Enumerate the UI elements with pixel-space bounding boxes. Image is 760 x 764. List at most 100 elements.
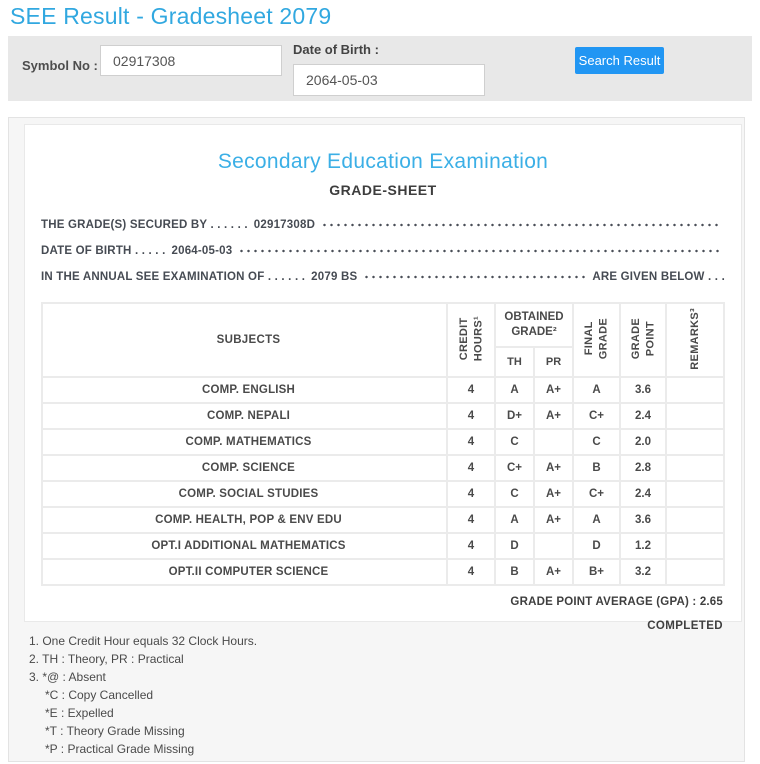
exam-of-label: IN THE ANNUAL SEE EXAMINATION OF . . . .… [41,271,306,283]
remarks-cell [667,378,723,402]
dot-leader [238,238,719,264]
dob-sheet-label: DATE OF BIRTH . . . . . [41,245,166,257]
gradesheet-title: GRADE-SHEET [329,182,437,198]
dob-input[interactable] [293,64,485,96]
th-grade-cell: C [496,430,533,454]
remarks-cell [667,534,723,558]
remarks-cell [667,430,723,454]
th-grade-cell: A [496,378,533,402]
dob-line: DATE OF BIRTH . . . . . 2064-05-03 [41,238,725,264]
credit-cell: 4 [448,378,494,402]
footnote-item: 3. *@ : Absent [29,670,106,684]
footnote-subitem: *P : Practical Grade Missing [45,742,195,756]
grade-point-cell: 3.2 [621,560,665,584]
subject-cell: COMP. NEPALI [43,404,446,428]
exam-year-value: 2079 BS [311,271,358,283]
final-grade-cell: D [574,534,619,558]
symbol-no-label: Symbol No : [22,58,98,73]
search-form-panel: Symbol No : Date of Birth : Search Resul… [8,36,752,101]
grade-point-cell: 2.4 [621,482,665,506]
remarks-cell [667,482,723,506]
final-grade-cell: A [574,378,619,402]
search-result-button[interactable]: Search Result [575,47,664,74]
secured-by-line: THE GRADE(S) SECURED BY . . . . . . 0291… [41,212,725,238]
dot-leader [363,264,587,290]
subject-cell: COMP. SOCIAL STUDIES [43,482,446,506]
subject-cell: COMP. ENGLISH [43,378,446,402]
final-grade-cell: C+ [574,482,619,506]
th-grade-cell: D+ [496,404,533,428]
pr-grade-cell [535,534,572,558]
pr-grade-cell: A+ [535,508,572,532]
footnote-subitem: *E : Expelled [45,706,114,720]
credit-cell: 4 [448,482,494,506]
table-row: COMP. NEPALI 4 D+ A+ C+ 2.4 [43,404,723,428]
pr-grade-cell: A+ [535,560,572,584]
table-row: COMP. ENGLISH 4 A A+ A 3.6 [43,378,723,402]
pr-grade-cell: A+ [535,404,572,428]
symbol-value: 02917308D [253,219,316,231]
final-grade-cell: A [574,508,619,532]
final-grade-cell: C+ [574,404,619,428]
credit-cell: 4 [448,560,494,584]
info-lines: THE GRADE(S) SECURED BY . . . . . . 0291… [41,212,725,290]
footnotes: 1. One Credit Hour equals 32 Clock Hours… [29,632,257,758]
exam-of-suffix: ARE GIVEN BELOW . . . [592,271,725,283]
final-grade-cell: C [574,430,619,454]
col-header-subjects: SUBJECTS [43,304,446,376]
remarks-cell [667,560,723,584]
final-grade-cell: B [574,456,619,480]
status-completed: COMPLETED [647,620,723,632]
footnote-subitem: *C : Copy Cancelled [45,688,154,702]
footnote-subitem: *T : Theory Grade Missing [45,724,185,738]
exam-title: Secondary Education Examination [217,150,549,173]
result-container: Secondary Education Examination GRADE-SH… [8,117,745,762]
subject-cell: OPT.II COMPUTER SCIENCE [43,560,446,584]
footnote-item: 1. One Credit Hour equals 32 Clock Hours… [29,634,258,648]
grade-point-cell: 3.6 [621,378,665,402]
grade-point-cell: 3.6 [621,508,665,532]
grades-table: SUBJECTS CREDIT HOURS¹ OBTAINED GRADE² F… [41,302,725,586]
dob-label: Date of Birth : [293,42,379,57]
secured-by-label: THE GRADE(S) SECURED BY . . . . . . [41,219,248,231]
table-row: COMP. HEALTH, POP & ENV EDU 4 A A+ A 3.6 [43,508,723,532]
credit-cell: 4 [448,534,494,558]
pr-grade-cell: A+ [535,456,572,480]
pr-grade-cell: A+ [535,378,572,402]
final-grade-cell: B+ [574,560,619,584]
col-header-grade-point: GRADE POINT [621,304,665,376]
col-header-remarks: REMARKS³ [667,304,723,376]
pr-grade-cell: A+ [535,482,572,506]
remarks-cell [667,404,723,428]
subject-cell: COMP. HEALTH, POP & ENV EDU [43,508,446,532]
th-grade-cell: C [496,482,533,506]
th-grade-cell: C+ [496,456,533,480]
remarks-cell [667,456,723,480]
th-grade-cell: D [496,534,533,558]
grade-point-cell: 2.0 [621,430,665,454]
grade-point-cell: 1.2 [621,534,665,558]
col-header-obtained-grade: OBTAINED GRADE² [496,304,572,346]
table-row: COMP. SCIENCE 4 C+ A+ B 2.8 [43,456,723,480]
table-row: OPT.I ADDITIONAL MATHEMATICS 4 D D 1.2 [43,534,723,558]
dob-sheet-value: 2064-05-03 [171,245,233,257]
table-row: OPT.II COMPUTER SCIENCE 4 B A+ B+ 3.2 [43,560,723,584]
remarks-cell [667,508,723,532]
table-row: COMP. SOCIAL STUDIES 4 C A+ C+ 2.4 [43,482,723,506]
col-header-final-grade: FINAL GRADE [574,304,619,376]
symbol-no-input[interactable] [100,45,282,76]
th-grade-cell: A [496,508,533,532]
subject-cell: COMP. MATHEMATICS [43,430,446,454]
dot-leader [321,212,719,238]
grade-point-cell: 2.8 [621,456,665,480]
table-row: COMP. MATHEMATICS 4 C C 2.0 [43,430,723,454]
col-header-th: TH [496,348,533,376]
credit-cell: 4 [448,456,494,480]
col-header-credit-hours: CREDIT HOURS¹ [448,304,494,376]
credit-cell: 4 [448,404,494,428]
exam-of-line: IN THE ANNUAL SEE EXAMINATION OF . . . .… [41,264,725,290]
pr-grade-cell [535,430,572,454]
gpa-summary: GRADE POINT AVERAGE (GPA) : 2.65 [510,596,723,608]
subject-cell: COMP. SCIENCE [43,456,446,480]
